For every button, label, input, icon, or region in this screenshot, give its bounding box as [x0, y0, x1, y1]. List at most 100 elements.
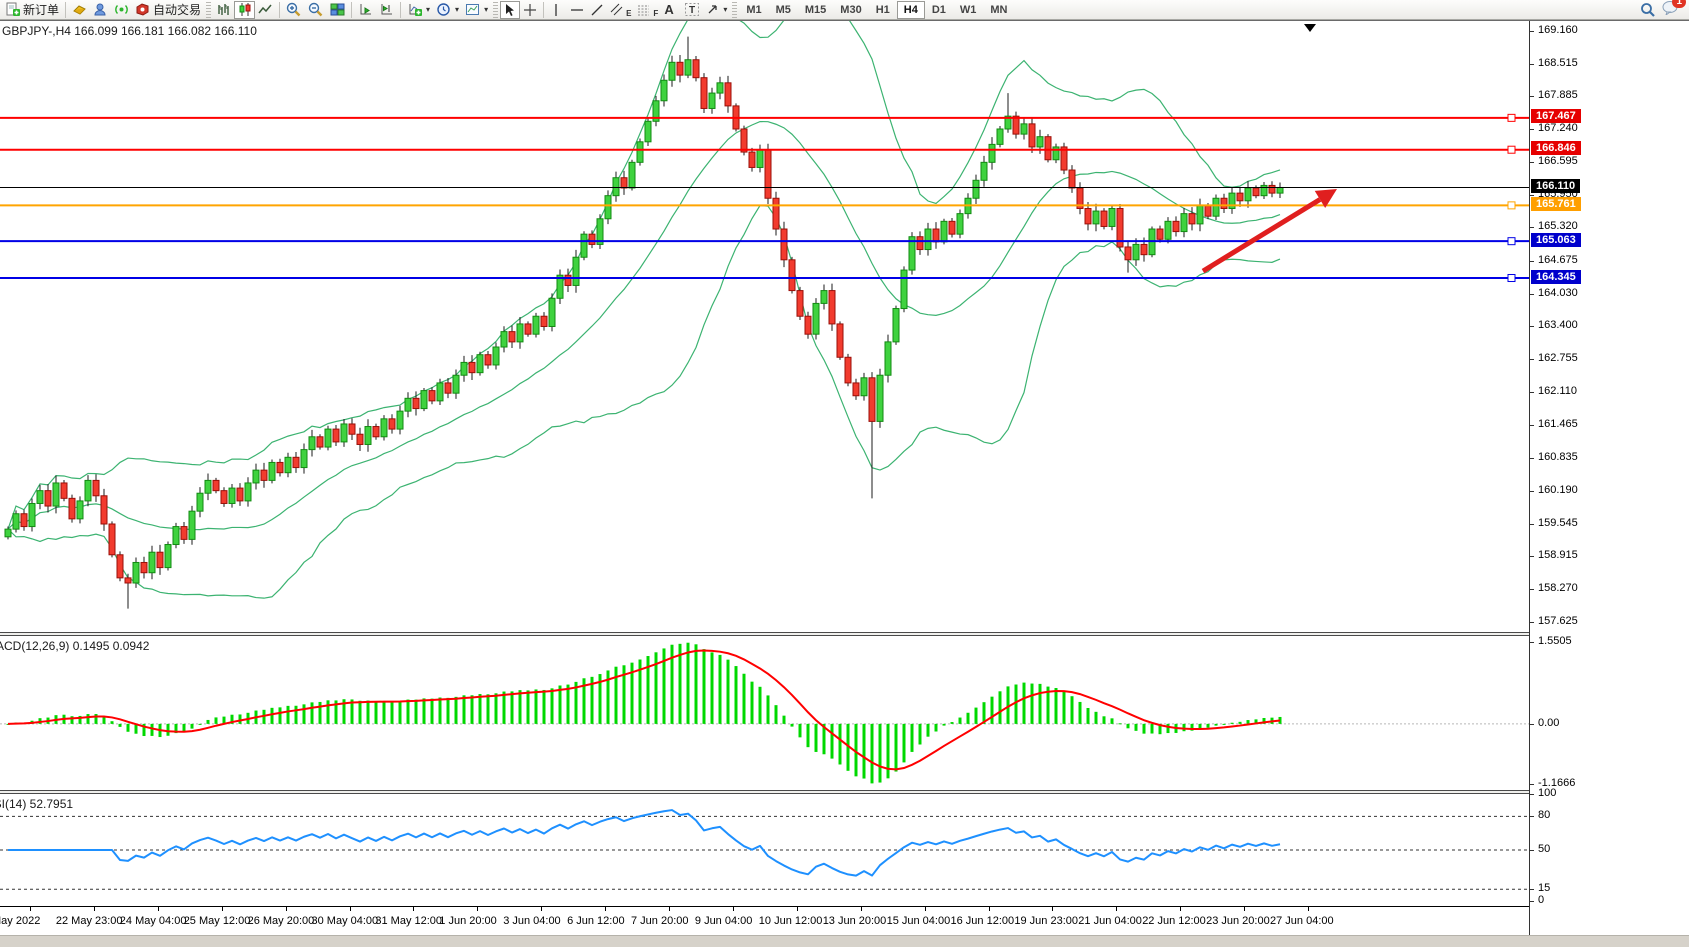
- vertical-line-tool-button[interactable]: [547, 1, 567, 19]
- timeframe-button-M30[interactable]: M30: [833, 1, 868, 19]
- toolbar-grip[interactable]: [732, 1, 738, 18]
- zoom-in-button[interactable]: [283, 1, 305, 19]
- macd-histogram-bar: [622, 665, 626, 724]
- candle-bullish: [988, 143, 996, 163]
- candlestick-chart-mode-button[interactable]: [234, 0, 256, 19]
- search-icon[interactable]: [1640, 2, 1656, 18]
- line-chart-mode-button[interactable]: [255, 1, 276, 19]
- macd-histogram-bar: [1046, 686, 1050, 724]
- candle-bullish: [436, 382, 444, 402]
- price-tick-label: 164.675: [1538, 254, 1578, 266]
- candle-bullish: [708, 92, 716, 109]
- timeframe-button-H1[interactable]: H1: [869, 1, 897, 19]
- price-chart-pane[interactable]: GBPJPY-,H4 166.099 166.181 166.082 166.1…: [0, 21, 1529, 632]
- market-watch-button[interactable]: [69, 1, 90, 19]
- equidistant-channel-tool-button[interactable]: E: [607, 1, 634, 19]
- fibonacci-icon: [638, 5, 650, 16]
- rsi-canvas[interactable]: [0, 794, 1529, 906]
- hline-handle[interactable]: [1507, 237, 1516, 246]
- timeframe-button-M1[interactable]: M1: [739, 1, 768, 19]
- indicators-dropdown-button[interactable]: ▾: [404, 1, 433, 19]
- new-order-button[interactable]: 新订单: [2, 1, 62, 19]
- macd-pane[interactable]: MACD(12,26,9) 0.1495 0.0942: [0, 636, 1529, 790]
- time-axis-label: 26 May 20:00: [247, 915, 315, 927]
- cursor-tool-button[interactable]: [500, 0, 521, 19]
- crosshair-tool-button[interactable]: [520, 1, 540, 19]
- candle-bullish: [580, 233, 588, 258]
- macd-histogram-bar: [286, 705, 290, 724]
- macd-histogram-bar: [190, 723, 194, 729]
- toolbar-grip[interactable]: [493, 1, 499, 18]
- hline-handle[interactable]: [1507, 145, 1516, 154]
- timeframe-group: M1 M5 M15 M30 H1 H4 D1 W1 MN: [739, 0, 1014, 19]
- horizontal-line-tool-button[interactable]: [567, 1, 587, 19]
- candle-bullish: [812, 302, 820, 335]
- hline-handle[interactable]: [1507, 274, 1516, 283]
- bollinger-band-line: [7, 204, 1281, 599]
- tile-windows-button[interactable]: [327, 1, 348, 19]
- macd-histogram-bar: [270, 707, 274, 724]
- svg-text:T: T: [689, 5, 695, 16]
- timeframe-button-D1[interactable]: D1: [925, 1, 953, 19]
- templates-dropdown-button[interactable]: ▾: [462, 1, 491, 19]
- fibonacci-tool-button[interactable]: F: [634, 1, 661, 19]
- candle-bullish: [980, 161, 988, 181]
- timeframe-button-M5[interactable]: M5: [769, 1, 798, 19]
- price-tick-label: 162.110: [1538, 385, 1577, 397]
- trendline-tool-button[interactable]: [587, 1, 607, 19]
- bollinger-band-line: [7, 120, 1281, 531]
- arrows-tool-dropdown-button[interactable]: ▾: [703, 1, 730, 19]
- autotrading-button[interactable]: 自动交易: [132, 1, 204, 19]
- timeframe-button-W1[interactable]: W1: [953, 1, 984, 19]
- macd-histogram-bar: [838, 723, 842, 765]
- rsi-pane[interactable]: RSI(14) 52.7951: [0, 794, 1529, 906]
- candle-bearish: [788, 259, 796, 292]
- zoom-out-button[interactable]: [305, 1, 327, 19]
- pane-splitter[interactable]: [0, 790, 1689, 794]
- time-axis-tick: [732, 907, 734, 911]
- axis-tick: [1530, 261, 1534, 262]
- candle-bearish: [748, 151, 756, 168]
- autoscroll-button[interactable]: [355, 1, 376, 19]
- timeframe-button-H4[interactable]: H4: [896, 0, 925, 19]
- macd-histogram-bar: [670, 644, 674, 724]
- price-axis[interactable]: 169.160 168.515 167.885 167.240 166.595 165.9…: [1529, 21, 1689, 936]
- price-level-badge: 166.846: [1531, 141, 1581, 155]
- candle-bearish: [1172, 220, 1180, 233]
- candlestick-chart-icon: [239, 3, 251, 16]
- macd-histogram-bar: [342, 699, 346, 724]
- timeframe-button-MN[interactable]: MN: [983, 1, 1014, 19]
- signals-button[interactable]: [111, 1, 132, 19]
- candle-bullish: [300, 449, 308, 469]
- text-label-tool-button[interactable]: T: [681, 1, 703, 19]
- pane-splitter[interactable]: [0, 632, 1689, 636]
- toolbar-grip[interactable]: [206, 1, 212, 18]
- bar-chart-mode-button[interactable]: [213, 1, 234, 19]
- chart-shift-button[interactable]: [376, 1, 397, 19]
- candle-bearish: [100, 495, 108, 525]
- hline-handle[interactable]: [1507, 113, 1516, 122]
- candle-bearish: [828, 290, 836, 325]
- navigator-button[interactable]: [90, 1, 111, 19]
- macd-histogram-bar: [566, 684, 570, 724]
- candle-bearish: [92, 479, 100, 497]
- trend-arrow-shaft[interactable]: [1201, 197, 1322, 274]
- macd-histogram-bar: [486, 694, 490, 724]
- macd-histogram-bar: [1246, 720, 1250, 724]
- candle-bearish: [484, 354, 492, 366]
- periods-dropdown-button[interactable]: ▾: [433, 1, 462, 19]
- text-tool-button[interactable]: A: [661, 1, 681, 19]
- timeframe-button-M15[interactable]: M15: [798, 1, 833, 19]
- candle-bullish: [340, 423, 348, 443]
- candle-bearish: [588, 233, 596, 245]
- price-chart-canvas[interactable]: [0, 21, 1529, 632]
- trend-arrow-head[interactable]: [1314, 189, 1337, 208]
- notifications-button[interactable]: 1: [1662, 0, 1686, 20]
- candle-bullish: [52, 482, 60, 507]
- candle-bearish: [916, 236, 924, 251]
- chart-shift-marker[interactable]: [1304, 24, 1316, 32]
- candle-bullish: [1276, 186, 1284, 194]
- hline-handle[interactable]: [1507, 201, 1516, 210]
- macd-canvas[interactable]: [0, 636, 1529, 790]
